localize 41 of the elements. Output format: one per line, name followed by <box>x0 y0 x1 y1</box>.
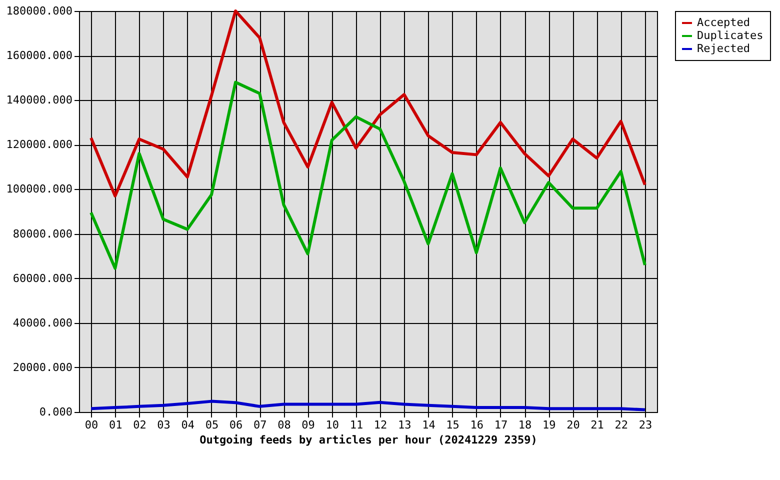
y-tick-label: 40000.000 <box>12 316 72 330</box>
y-tick-label: 180000.000 <box>6 4 72 18</box>
line-series <box>90 400 646 412</box>
x-axis-title: Outgoing feeds by articles per hour (20241229 2359) <box>200 434 538 446</box>
x-tick-label: 13 <box>398 418 412 432</box>
x-tick-label: 14 <box>422 418 436 432</box>
x-tick-label: 18 <box>518 418 532 432</box>
y-tick-label: 60000.000 <box>12 272 72 285</box>
x-tick-label: 01 <box>109 418 122 432</box>
x-tick-label: 11 <box>350 418 364 432</box>
x-tick-label: 15 <box>446 418 460 432</box>
y-tick-label: 20000.000 <box>12 360 72 374</box>
line-series <box>90 10 646 198</box>
y-tick-label: 140000.000 <box>6 94 72 107</box>
x-tick-label: 02 <box>133 418 146 432</box>
line-series <box>90 80 646 270</box>
y-tick-label: 160000.000 <box>6 49 72 62</box>
legend-label: Duplicates <box>697 29 764 42</box>
legend-label: Rejected <box>697 42 750 55</box>
x-tick-label: 09 <box>302 418 315 432</box>
x-tick-label: 05 <box>205 418 219 432</box>
y-tick-label: 80000.000 <box>12 227 72 240</box>
x-tick-label: 06 <box>229 418 243 432</box>
x-tick-label: 04 <box>181 418 195 432</box>
x-tick-label: 20 <box>566 418 580 432</box>
x-tick-label: 10 <box>326 418 339 432</box>
y-tick-label: 100000.000 <box>6 182 72 196</box>
legend-label: Accepted <box>697 16 750 29</box>
y-tick-label: 0.000 <box>39 406 72 418</box>
x-tick-label: 12 <box>374 418 388 432</box>
x-tick-label: 19 <box>542 418 556 432</box>
x-tick-label: 22 <box>614 418 628 432</box>
x-tick-label: 08 <box>278 418 291 432</box>
x-tick-label: 17 <box>494 418 508 432</box>
x-tick-label: 00 <box>84 418 98 432</box>
x-tick-label: 03 <box>157 418 170 432</box>
x-tick-label: 16 <box>470 418 484 432</box>
x-tick-label: 23 <box>638 418 652 432</box>
y-tick-label: 120000.000 <box>6 138 72 152</box>
x-tick-label: 21 <box>590 418 604 432</box>
x-tick-label: 07 <box>254 418 267 432</box>
